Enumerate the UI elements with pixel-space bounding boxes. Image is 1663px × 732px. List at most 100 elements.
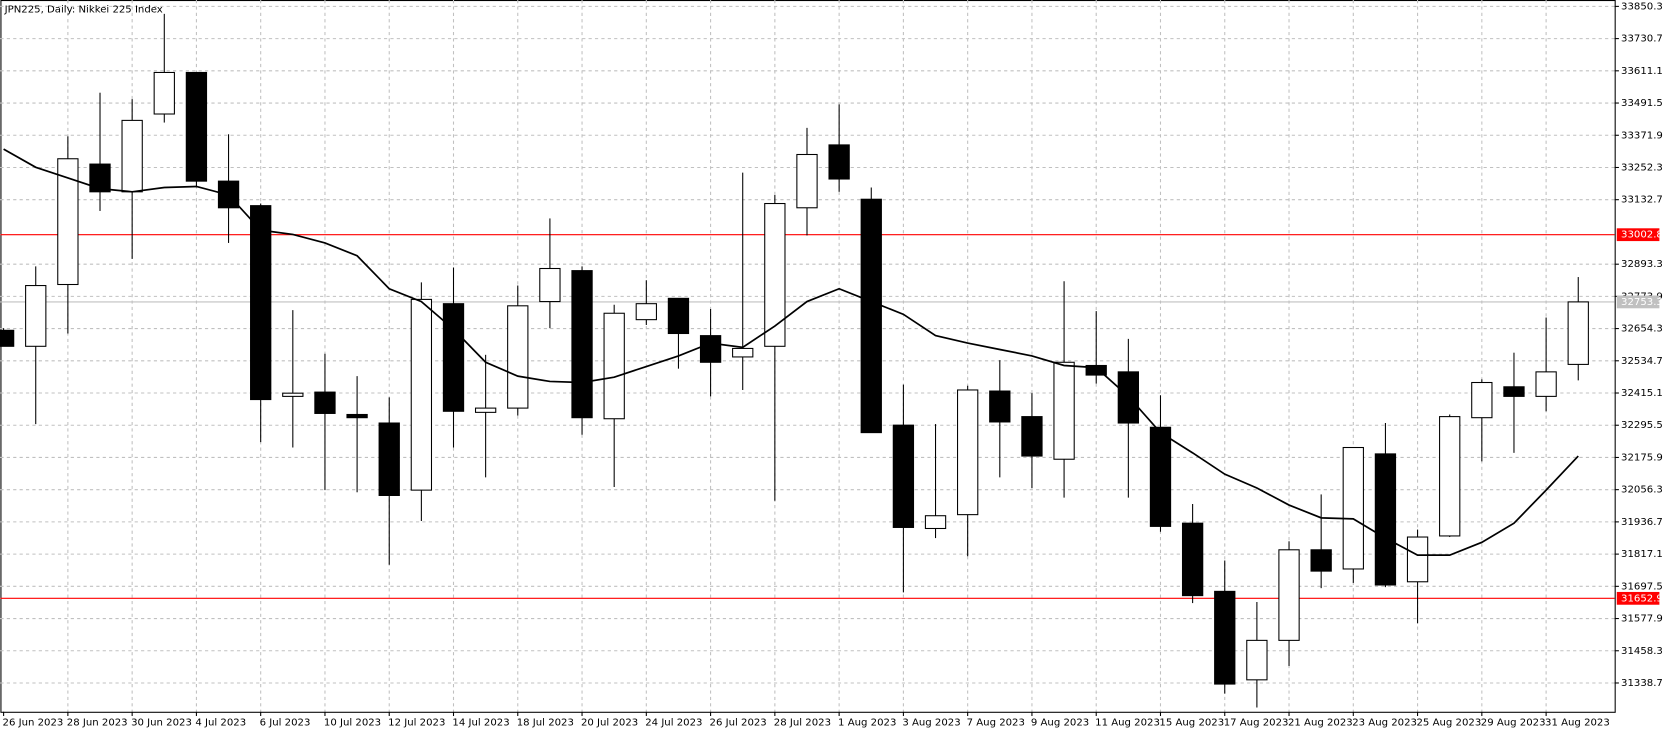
y-tick-label: 32534.7 xyxy=(1621,356,1663,367)
candle-body xyxy=(1310,549,1332,572)
x-tick-label: 28 Jun 2023 xyxy=(67,717,128,728)
level-label-box xyxy=(1616,295,1660,309)
x-tick-label: 24 Jul 2023 xyxy=(645,717,702,728)
x-tick-label: 10 Jul 2023 xyxy=(324,717,381,728)
candle-body xyxy=(989,390,1011,423)
y-tick-label: 33132.7 xyxy=(1621,195,1663,206)
candle-body xyxy=(442,303,465,412)
candle-body xyxy=(667,297,690,335)
y-tick-label: 31338.7 xyxy=(1621,678,1663,689)
x-tick-label: 20 Jul 2023 xyxy=(581,717,638,728)
candle-body xyxy=(57,158,79,286)
x-tick-label: 3 Aug 2023 xyxy=(902,717,960,728)
candle-body xyxy=(1085,364,1107,376)
level-label-box xyxy=(1616,591,1660,605)
y-tick-label: 33371.9 xyxy=(1621,130,1663,141)
candle-body xyxy=(0,329,15,347)
candle-body xyxy=(378,422,400,496)
y-tick-label: 31577.9 xyxy=(1621,614,1663,625)
x-tick-label: 25 Aug 2023 xyxy=(1417,717,1482,728)
y-tick-label: 32415.1 xyxy=(1621,388,1663,399)
x-tick-label: 28 Jul 2023 xyxy=(774,717,831,728)
plot-frame xyxy=(0,0,1616,713)
x-tick-label: 23 Aug 2023 xyxy=(1352,717,1417,728)
candle-body xyxy=(89,163,111,193)
candle-body xyxy=(892,424,915,528)
x-tick-label: 21 Aug 2023 xyxy=(1288,717,1353,728)
candle-body xyxy=(1342,446,1364,570)
x-tick-label: 9 Aug 2023 xyxy=(1031,717,1089,728)
candle-body xyxy=(346,413,368,419)
y-tick-label: 32893.3 xyxy=(1621,259,1663,270)
candle-body xyxy=(1535,371,1557,397)
candle-body xyxy=(860,198,882,434)
candle-body xyxy=(796,153,818,209)
candle-body xyxy=(1246,639,1268,681)
x-tick-label: 4 Jul 2023 xyxy=(195,717,246,728)
y-tick-label: 31817.1 xyxy=(1621,549,1663,560)
level-label-box xyxy=(1616,228,1660,242)
candle-body xyxy=(474,407,497,413)
x-tick-label: 14 Jul 2023 xyxy=(452,717,509,728)
candle-body xyxy=(1567,301,1589,365)
y-tick-label: 33730.7 xyxy=(1621,34,1663,45)
candle-body xyxy=(1406,536,1429,583)
candle-body xyxy=(603,312,625,420)
y-tick-label: 32654.3 xyxy=(1621,324,1663,335)
candle-body xyxy=(282,392,304,397)
x-tick-label: 12 Jul 2023 xyxy=(388,717,445,728)
x-tick-label: 17 Aug 2023 xyxy=(1224,717,1289,728)
moving-average xyxy=(3,148,1579,556)
candle-body xyxy=(410,298,433,491)
x-tick-label: 18 Jul 2023 xyxy=(517,717,574,728)
y-tick-label: 32295.5 xyxy=(1621,420,1663,431)
candle-body xyxy=(764,202,786,347)
x-tick-label: 30 Jun 2023 xyxy=(131,717,192,728)
y-tick-label: 33611.1 xyxy=(1621,66,1663,77)
candle-body xyxy=(1149,426,1172,527)
candle-body xyxy=(25,285,47,347)
x-tick-label: 7 Aug 2023 xyxy=(967,717,1025,728)
x-tick-label: 26 Jun 2023 xyxy=(3,717,64,728)
candle-body xyxy=(699,335,722,363)
level-label: 32753.3 xyxy=(1621,297,1663,308)
candle-body xyxy=(539,267,561,303)
candle-body xyxy=(1471,381,1493,419)
candle-body xyxy=(1503,386,1525,397)
y-tick-label: 33252.3 xyxy=(1621,162,1663,173)
candle-body xyxy=(924,515,947,530)
y-tick-label: 32175.9 xyxy=(1621,452,1663,463)
candle-body xyxy=(1053,361,1075,460)
candle-body xyxy=(571,270,593,419)
y-tick-label: 31936.7 xyxy=(1621,517,1663,528)
candle-body xyxy=(153,71,175,115)
x-tick-label: 1 Aug 2023 xyxy=(838,717,896,728)
chart-title: JPN225, Daily: Nikkei 225 Index xyxy=(4,5,163,16)
candle-body xyxy=(314,391,336,414)
x-tick-label: 31 Aug 2023 xyxy=(1545,717,1610,728)
x-tick-label: 15 Aug 2023 xyxy=(1159,717,1224,728)
candle-body xyxy=(250,205,272,401)
candle-body xyxy=(1374,453,1397,586)
candle-body xyxy=(957,389,979,516)
level-label: 33002.8 xyxy=(1621,230,1663,241)
level-label: 31652.9 xyxy=(1621,593,1663,604)
x-tick-label: 26 Jul 2023 xyxy=(710,717,767,728)
candle-body xyxy=(635,303,657,321)
x-tick-label: 11 Aug 2023 xyxy=(1095,717,1160,728)
candle-body xyxy=(185,71,208,182)
candle-body xyxy=(1278,549,1300,641)
y-tick-label: 31697.5 xyxy=(1621,581,1663,592)
candle-body xyxy=(1181,522,1204,597)
candle-body xyxy=(1021,416,1043,457)
x-tick-label: 29 Aug 2023 xyxy=(1481,717,1546,728)
candle-body xyxy=(121,119,143,193)
y-tick-label: 31458.3 xyxy=(1621,646,1663,657)
x-tick-label: 6 Jul 2023 xyxy=(260,717,311,728)
candle-body xyxy=(1214,590,1236,685)
candle-body xyxy=(732,347,754,358)
y-tick-label: 33491.5 xyxy=(1621,98,1663,109)
candle-body xyxy=(507,305,529,409)
candle-body xyxy=(1439,416,1461,537)
